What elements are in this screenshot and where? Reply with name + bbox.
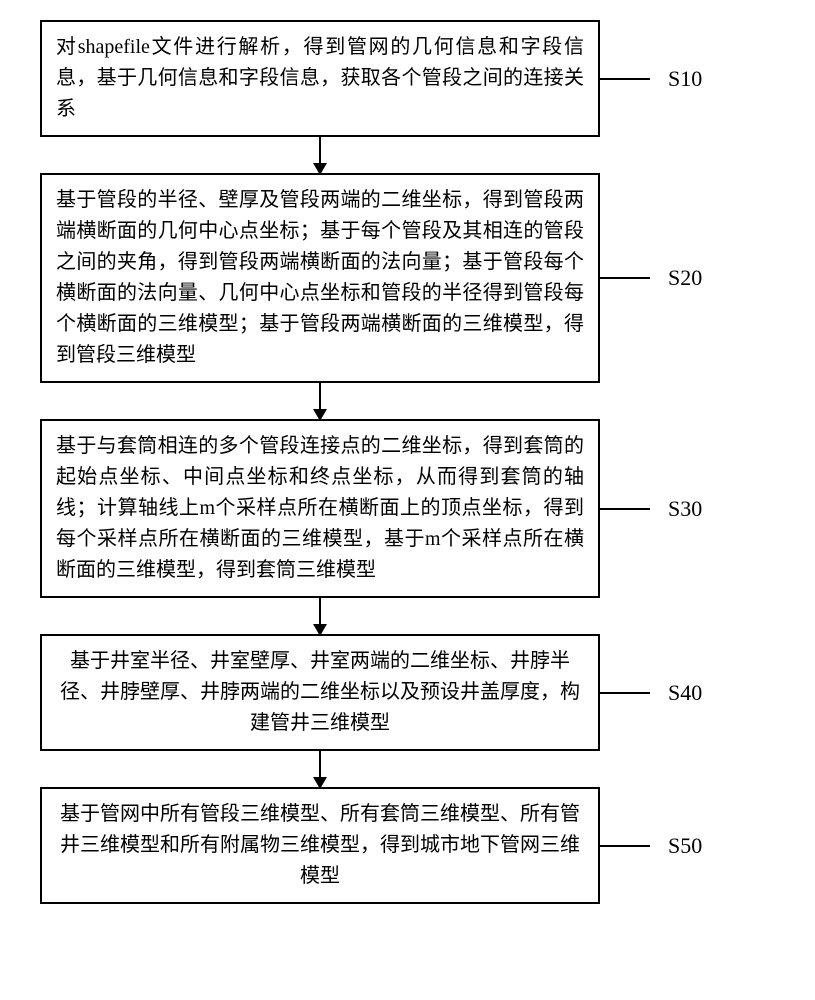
step-label-s50: S50 xyxy=(668,833,702,859)
flowchart-container: 对shapefile文件进行解析，得到管网的几何信息和字段信息，基于几何信息和字… xyxy=(40,20,780,904)
step-label-s20: S20 xyxy=(668,265,702,291)
arrow-head xyxy=(313,777,327,789)
arrow-s10-s20 xyxy=(40,137,600,173)
step-box-s10: 对shapefile文件进行解析，得到管网的几何信息和字段信息，基于几何信息和字… xyxy=(40,20,600,137)
step-label-s10: S10 xyxy=(668,66,702,92)
step-row-s10: 对shapefile文件进行解析，得到管网的几何信息和字段信息，基于几何信息和字… xyxy=(40,20,780,137)
connector-s50: S50 xyxy=(600,833,780,859)
step-box-s40: 基于井室半径、井室壁厚、井室两端的二维坐标、井脖半径、井脖壁厚、井脖两端的二维坐… xyxy=(40,634,600,751)
step-box-s50: 基于管网中所有管段三维模型、所有套筒三维模型、所有管井三维模型和所有附属物三维模… xyxy=(40,787,600,904)
step-box-s20: 基于管段的半径、壁厚及管段两端的二维坐标，得到管段两端横断面的几何中心点坐标；基… xyxy=(40,173,600,383)
arrow-head xyxy=(313,409,327,421)
connector-line xyxy=(600,845,650,847)
step-row-s20: 基于管段的半径、壁厚及管段两端的二维坐标，得到管段两端横断面的几何中心点坐标；基… xyxy=(40,173,780,383)
step-label-s30: S30 xyxy=(668,496,702,522)
step-row-s30: 基于与套筒相连的多个管段连接点的二维坐标，得到套筒的起始点坐标、中间点坐标和终点… xyxy=(40,419,780,598)
arrow-shaft xyxy=(319,598,321,626)
arrow-shaft xyxy=(319,751,321,779)
arrow-shaft xyxy=(319,137,321,165)
connector-s20: S20 xyxy=(600,265,780,291)
arrow-s20-s30 xyxy=(40,383,600,419)
connector-s40: S40 xyxy=(600,680,780,706)
step-label-s40: S40 xyxy=(668,680,702,706)
arrow-s30-s40 xyxy=(40,598,600,634)
step-box-s30: 基于与套筒相连的多个管段连接点的二维坐标，得到套筒的起始点坐标、中间点坐标和终点… xyxy=(40,419,600,598)
connector-line xyxy=(600,277,650,279)
step-row-s50: 基于管网中所有管段三维模型、所有套筒三维模型、所有管井三维模型和所有附属物三维模… xyxy=(40,787,780,904)
arrow-head xyxy=(313,163,327,175)
arrow-shaft xyxy=(319,383,321,411)
connector-s30: S30 xyxy=(600,496,780,522)
step-row-s40: 基于井室半径、井室壁厚、井室两端的二维坐标、井脖半径、井脖壁厚、井脖两端的二维坐… xyxy=(40,634,780,751)
connector-s10: S10 xyxy=(600,66,780,92)
connector-line xyxy=(600,508,650,510)
connector-line xyxy=(600,78,650,80)
connector-line xyxy=(600,692,650,694)
arrow-s40-s50 xyxy=(40,751,600,787)
arrow-head xyxy=(313,624,327,636)
